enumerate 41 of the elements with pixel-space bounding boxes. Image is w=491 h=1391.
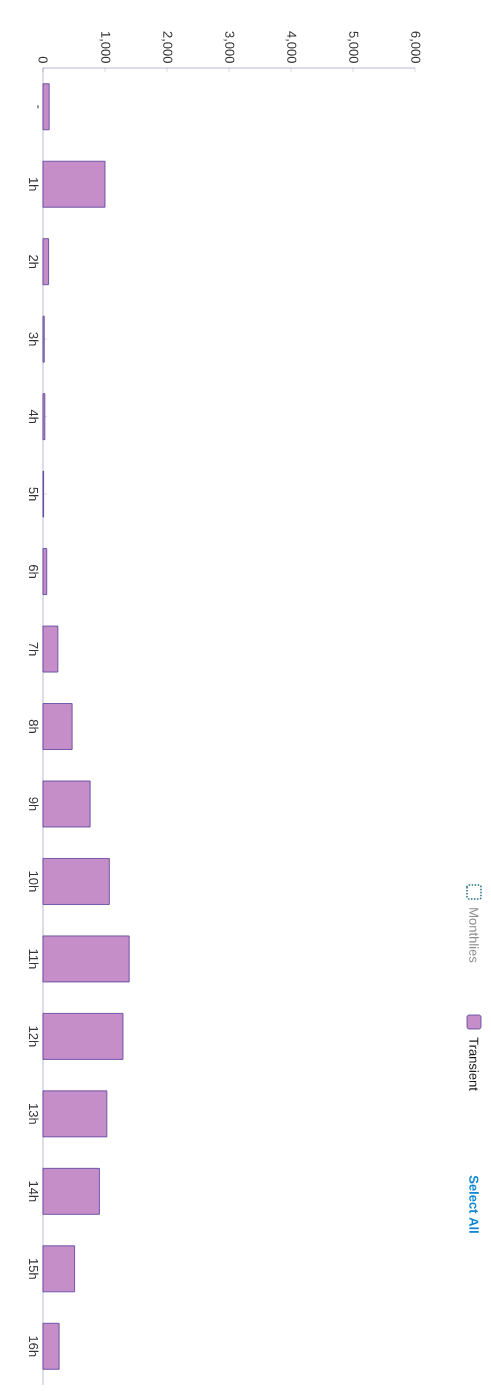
y-tick-label: 7h: [29, 642, 39, 656]
y-tick-label: -: [37, 105, 39, 109]
y-tick-label: 16h: [28, 1336, 39, 1357]
y-tick-label: 15h: [28, 1258, 39, 1279]
x-tick-label: 3,000: [223, 31, 235, 63]
y-tick-label: 5h: [28, 487, 39, 501]
x-tick-label: 1,000: [99, 31, 111, 63]
bar: [42, 83, 50, 131]
bar: [42, 935, 130, 983]
bar: [42, 160, 106, 208]
bar: [42, 1167, 100, 1215]
bar: [42, 858, 110, 905]
y-tick-label: 2h: [29, 255, 39, 269]
bar: [42, 238, 49, 286]
y-tick-label: 9h: [28, 797, 39, 811]
bar: [42, 625, 59, 673]
legend-label: Transient: [469, 1037, 479, 1091]
bar: [42, 548, 48, 595]
x-tick-label: 5,000: [347, 31, 359, 63]
x-tick-label: 0: [38, 56, 48, 63]
x-tick-label: 2,000: [161, 31, 173, 63]
y-tick-label: 11h: [29, 949, 39, 969]
bar: [42, 1013, 124, 1060]
bar: [42, 1245, 76, 1293]
y-tick-label: 6h: [28, 565, 39, 578]
y-tick-label: 10h: [28, 871, 39, 892]
text: Select All: [469, 1175, 479, 1233]
y-tick-label: 14h: [29, 1181, 39, 1202]
y-tick-label: 8h: [28, 719, 39, 733]
y-tick-label: 13h: [28, 1104, 39, 1124]
x-tick-label: 6,000: [409, 31, 421, 63]
bar: [42, 1090, 108, 1138]
legend-label: Monthlies: [469, 908, 479, 963]
y-tick-label: 3h: [28, 332, 39, 346]
bar: [42, 780, 91, 828]
x-tick-label: 4,000: [285, 31, 297, 63]
y-tick-label: 4h: [29, 409, 39, 424]
bar: [42, 1322, 60, 1370]
y-tick-label: 12h: [29, 1026, 39, 1047]
y-tick-label: 1h: [29, 177, 39, 191]
bar: [42, 703, 73, 750]
